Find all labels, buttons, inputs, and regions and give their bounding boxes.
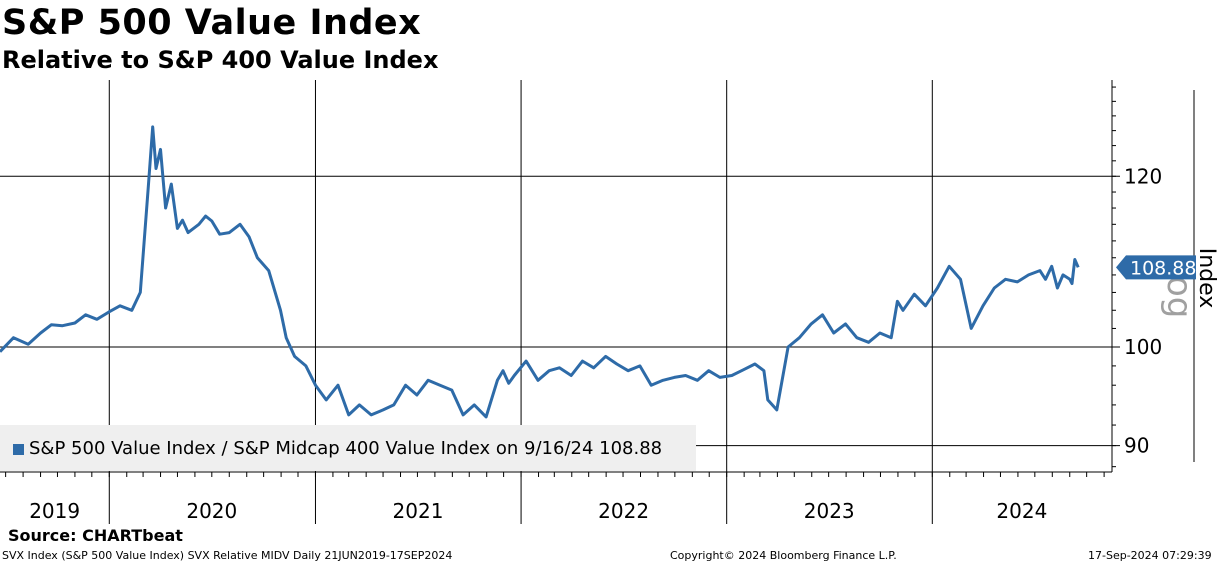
- x-tick-label: 2022: [598, 499, 649, 523]
- y-tick-label: 90: [1124, 434, 1149, 458]
- chart-subtitle: Relative to S&P 400 Value Index: [2, 46, 439, 74]
- footer-left: SVX Index (S&P 500 Value Index) SVX Rela…: [2, 549, 453, 562]
- legend-swatch: [13, 444, 24, 455]
- x-tick-label: 2019: [29, 499, 80, 523]
- x-tick-label: 2023: [804, 499, 855, 523]
- legend-label: S&P 500 Value Index / S&P Midcap 400 Val…: [29, 438, 663, 459]
- y-tick-label: 120: [1124, 164, 1162, 188]
- footer-right: 17-Sep-2024 07:29:39: [1088, 549, 1212, 562]
- y-axis-title: Index: [1194, 248, 1219, 309]
- series-group: [0, 125, 1080, 419]
- series-line: [0, 125, 1080, 419]
- x-tick-label: 2020: [186, 499, 237, 523]
- footer-center: Copyright© 2024 Bloomberg Finance L.P.: [670, 549, 897, 562]
- source-note: Source: CHARTbeat: [8, 526, 183, 545]
- grid-lines: [0, 80, 1120, 472]
- annotations: 108.88: [1116, 255, 1196, 280]
- x-tick-label: 2021: [393, 499, 444, 523]
- x-axis: 2019 2020 2021 2022 2023 2024: [0, 471, 1112, 524]
- chart-title: S&P 500 Value Index: [2, 3, 422, 43]
- last-value-label: 108.88: [1130, 257, 1196, 279]
- x-tick-label: 2024: [996, 499, 1047, 523]
- last-value-badge: [1116, 255, 1196, 280]
- legend-box: [0, 425, 696, 471]
- y-tick-label: 100: [1124, 335, 1162, 359]
